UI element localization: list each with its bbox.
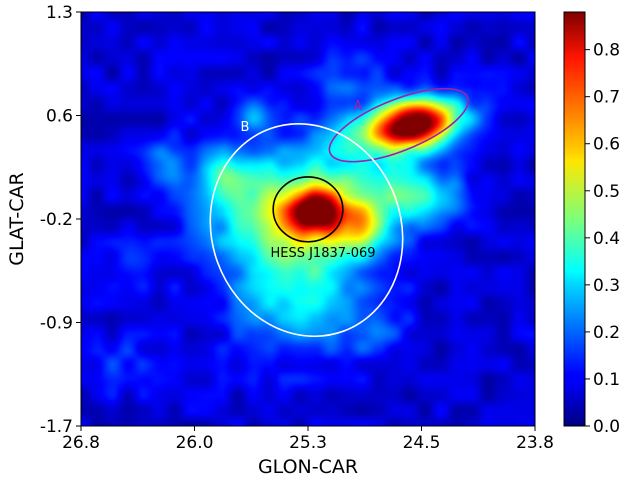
- colorbar-tick-label: 0.4: [593, 229, 620, 249]
- y-tick-label: -0.2: [40, 210, 73, 230]
- y-tick-label: -0.9: [40, 314, 73, 334]
- colorbar-gradient: [564, 12, 585, 426]
- heatmap-image: [81, 12, 535, 426]
- region-a-label: A: [354, 99, 363, 114]
- region-ellipses: A B HESS J1837-069: [209, 87, 470, 338]
- y-axis-label: GLAT-CAR: [6, 172, 28, 265]
- x-tick-label: 25.3: [289, 433, 327, 453]
- colorbar-frame: [563, 11, 586, 427]
- region-a-ellipse: [328, 87, 470, 163]
- colorbar-tick-label: 0.5: [593, 182, 620, 202]
- colorbar: 0.0 0.1 0.2 0.3 0.4 0.5 0.6 0.7 0.8: [563, 11, 620, 437]
- x-axis-label: GLON-CAR: [258, 456, 358, 478]
- y-tick-label: 0.6: [46, 107, 73, 127]
- colorbar-tick-label: 0.3: [593, 276, 620, 296]
- hess-source-ellipse: [272, 176, 344, 243]
- region-b-label: B: [241, 120, 250, 135]
- y-axis-ticks: 1.3 0.6 -0.2 -0.9 -1.7: [40, 3, 81, 437]
- colorbar-tick-label: 0.6: [593, 135, 620, 155]
- y-tick-label: -1.7: [40, 417, 73, 437]
- colorbar-tick-label: 0.0: [593, 417, 620, 437]
- colorbar-tick-label: 0.8: [593, 41, 620, 61]
- hess-source-label: HESS J1837-069: [270, 246, 375, 261]
- y-tick-label: 1.3: [46, 3, 73, 23]
- x-axis-ticks: 26.8 26.0 25.3 24.5 23.8: [62, 426, 554, 453]
- x-tick-label: 26.8: [62, 433, 100, 453]
- x-tick-label: 23.8: [516, 433, 554, 453]
- x-tick-label: 26.0: [176, 433, 214, 453]
- region-b-ellipse: [209, 123, 404, 338]
- heatmap-area: A B HESS J1837-069: [81, 12, 535, 426]
- colorbar-ticks: 0.0 0.1 0.2 0.3 0.4 0.5 0.6 0.7 0.8: [585, 41, 620, 437]
- colorbar-tick-label: 0.7: [593, 88, 620, 108]
- colorbar-tick-label: 0.1: [593, 370, 620, 390]
- colorbar-tick-label: 0.2: [593, 323, 620, 343]
- x-tick-label: 24.5: [403, 433, 441, 453]
